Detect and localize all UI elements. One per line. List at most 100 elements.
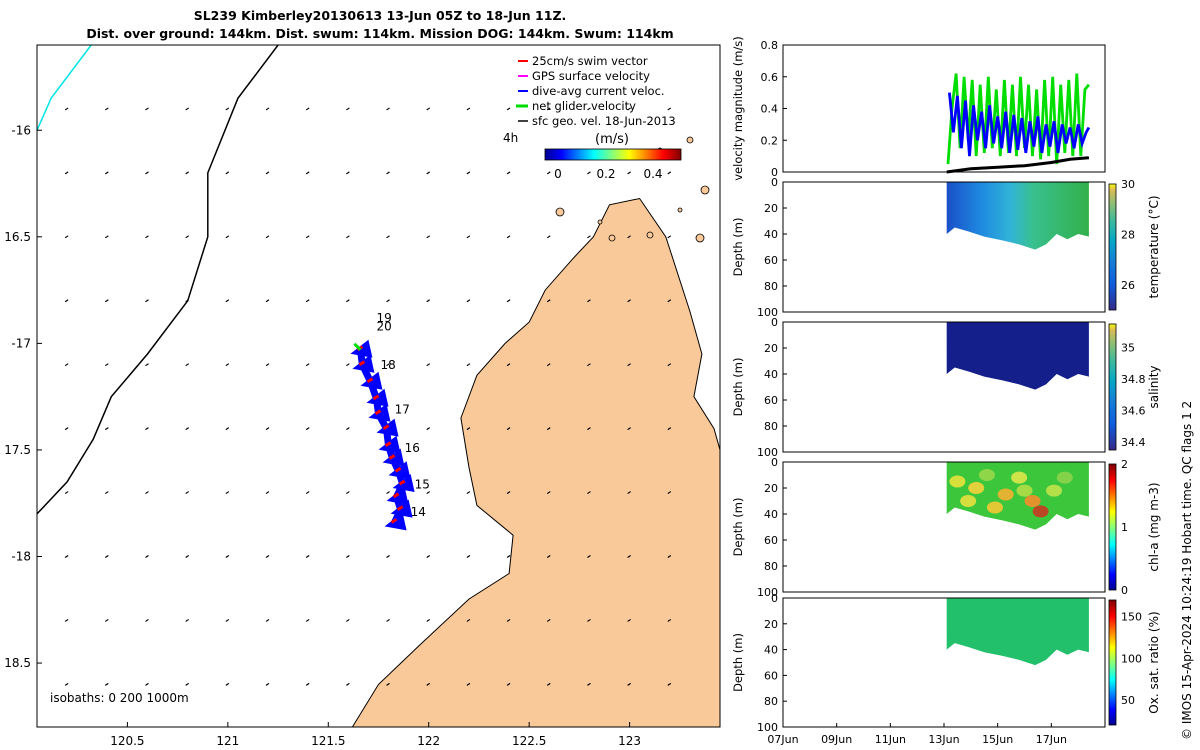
map-x-tick-label: 122.5 (512, 734, 546, 748)
swim-vector (366, 377, 374, 384)
oxygen-y-tick-label: 80 (764, 695, 778, 708)
geo-velocity-arrow (305, 491, 310, 495)
geo-velocity-arrow (346, 299, 350, 303)
swim-vector (374, 409, 382, 415)
panel-oxygen: 0 20 40 60 80 100 Depth (m) 50 100 150 Ox. sat. ra… (731, 592, 1161, 734)
map-y-tick-label: -18 (11, 550, 31, 564)
geo-velocity-arrow (506, 235, 511, 239)
oxygen-y-tick-label: 100 (757, 721, 778, 734)
swim-vector (358, 360, 366, 366)
geo-velocity-arrow (225, 235, 230, 239)
swim-vector (384, 441, 392, 447)
salinity-y-tick-label: 80 (764, 420, 778, 433)
salinity-y-tick-label: 60 (764, 394, 778, 407)
net-glider-vector (353, 342, 362, 351)
chl-data-cluster (960, 495, 977, 507)
chl-colorbar-tick: 0 (1121, 584, 1128, 597)
geo-velocity-arrow (506, 171, 511, 175)
chl-data-cluster (978, 469, 995, 481)
geo-velocity-arrow (265, 682, 270, 686)
chl-data-cluster (1032, 505, 1049, 518)
velocity-y-tick-label: 0.4 (761, 103, 779, 116)
velocity-y-tick-label: 0.6 (761, 71, 779, 84)
geo-velocity-arrow (346, 491, 350, 495)
chl-colorbar-label: chl-a (mg m-3) (1147, 482, 1161, 571)
geo-velocity-arrow (587, 491, 591, 495)
oxygen-colorbar-label: Ox. sat. ratio (%) (1147, 611, 1161, 713)
time-x-tick-label: 07Jun (767, 733, 798, 746)
geo-velocity-arrow (667, 618, 672, 622)
geo-velocity-arrow (506, 618, 511, 622)
geo-velocity-arrow (145, 299, 149, 303)
chl-data-cluster (1024, 495, 1041, 507)
salinity-y-tick-label: 100 (757, 446, 778, 459)
geo-velocity-arrow (546, 171, 551, 175)
geo-velocity-arrow (386, 491, 390, 495)
geo-velocity-arrow (225, 682, 230, 686)
geo-velocity-arrow (305, 107, 310, 111)
geo-velocity-arrow (466, 363, 471, 367)
geo-velocity-arrow (305, 682, 310, 686)
geo-velocity-arrow (587, 363, 591, 367)
temperature-y-tick-label: 80 (764, 280, 778, 293)
geo-velocity-arrow (145, 682, 149, 686)
velocity-frame (782, 44, 1106, 173)
panel-chl: 0 20 40 60 80 100 Depth (m) 0 1 2 chl-a (mg m-3) (731, 456, 1161, 599)
geo-velocity-arrow (386, 299, 390, 303)
geo-velocity-arrow (667, 107, 672, 111)
island (700, 185, 710, 195)
geo-velocity-arrow (667, 682, 672, 686)
chl-data-cluster (1011, 471, 1028, 484)
swim-vector (390, 518, 398, 524)
chl-data-cluster (1056, 471, 1073, 484)
geo-velocity-arrow (506, 363, 511, 367)
day-label: 16 (405, 441, 420, 455)
geo-velocity-arrow (587, 618, 591, 622)
geo-velocity-arrow (265, 235, 270, 239)
geo-velocity-arrow (587, 299, 591, 303)
geo-velocity-arrow (466, 682, 471, 686)
geo-velocity-arrow (667, 427, 672, 431)
geo-velocity-arrow (64, 299, 69, 303)
geo-velocity-arrow (305, 555, 310, 558)
geo-velocity-arrow (64, 107, 69, 111)
geo-velocity-arrow (145, 618, 149, 622)
geo-velocity-arrow (185, 363, 189, 367)
map-x-tick-label: 121 (216, 734, 239, 748)
island (608, 234, 616, 242)
chl-data-cluster (1016, 484, 1033, 497)
day-label: 14 (411, 505, 426, 519)
geo-velocity-arrow (104, 427, 109, 431)
geo-velocity-arrow (305, 235, 310, 239)
geo-velocity-arrow (426, 107, 431, 111)
geo-velocity-arrow (225, 427, 230, 431)
geo-velocity-arrow (546, 107, 551, 111)
chl-colorbar-tick: 2 (1121, 458, 1128, 471)
geo-velocity-arrow (587, 235, 591, 239)
day-label: 15 (415, 477, 430, 491)
geo-velocity-arrow (305, 427, 310, 431)
salinity-colorbar-label: salinity (1147, 365, 1161, 408)
chl-colorbar (1108, 463, 1117, 591)
chl-y-tick-label: 40 (764, 508, 778, 521)
salinity-y-axis-label: Depth (m) (731, 358, 745, 417)
geo-velocity-arrow (265, 363, 270, 367)
swim-vector (382, 424, 390, 430)
geo-velocity-arrow (305, 299, 310, 303)
map-colorbar (544, 148, 682, 161)
salinity-colorbar-tick: 34.8 (1121, 373, 1146, 386)
oxygen-colorbar-tick: 50 (1121, 694, 1135, 707)
velocity-y-tick-label: 0.2 (761, 134, 779, 147)
temperature-colorbar-tick: 30 (1121, 178, 1135, 191)
geo-velocity-arrow (64, 171, 69, 175)
geo-velocity-arrow (627, 299, 631, 303)
map-frame (36, 44, 721, 728)
geo-velocity-arrow (627, 427, 631, 431)
temperature-y-tick-label: 20 (764, 202, 778, 215)
geo-velocity-arrow (225, 171, 230, 175)
oxygen-colorbar-tick: 150 (1121, 611, 1142, 624)
time-x-tick-label: 17Jun (1036, 733, 1067, 746)
geo-velocity-arrow (667, 555, 672, 558)
chl-frame (782, 461, 1106, 593)
